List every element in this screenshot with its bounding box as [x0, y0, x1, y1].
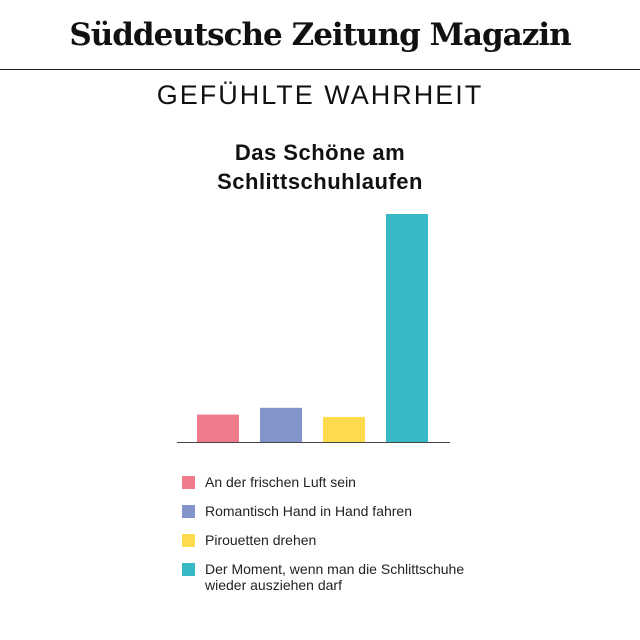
legend-label: Pirouetten drehen: [205, 532, 317, 548]
legend-swatch: [182, 476, 195, 489]
bar-3: [323, 416, 365, 442]
legend-swatch: [182, 563, 195, 576]
section-kicker: GEFÜHLTE WAHRHEIT: [156, 80, 484, 110]
chart-title: Das Schöne am Schlittschuhlaufen: [0, 138, 640, 196]
bar-2: [260, 407, 302, 442]
bar-1: [197, 414, 239, 442]
masthead: Süddeutsche Zeitung Magazin: [0, 0, 640, 70]
legend-swatch: [182, 505, 195, 518]
legend-item: Romantisch Hand in Hand fahren: [182, 503, 542, 519]
chart-legend: An der frischen Luft sein Romantisch Hand…: [182, 474, 542, 606]
brand-logo[interactable]: Süddeutsche Zeitung Magazin: [69, 16, 571, 53]
legend-label: Der Moment, wenn man die Schlittschuhe w…: [205, 561, 465, 593]
legend-swatch: [182, 534, 195, 547]
chart-title-line-1: Das Schöne am: [234, 140, 406, 165]
bar-4: [386, 214, 428, 442]
chart-title-line-2: Schlittschuhlaufen: [217, 169, 423, 194]
legend-label: Romantisch Hand in Hand fahren: [205, 503, 413, 519]
legend-item: An der frischen Luft sein: [182, 474, 542, 490]
legend-item: Der Moment, wenn man die Schlittschuhe w…: [182, 561, 542, 593]
legend-item: Pirouetten drehen: [182, 532, 542, 548]
legend-label: An der frischen Luft sein: [205, 474, 356, 490]
